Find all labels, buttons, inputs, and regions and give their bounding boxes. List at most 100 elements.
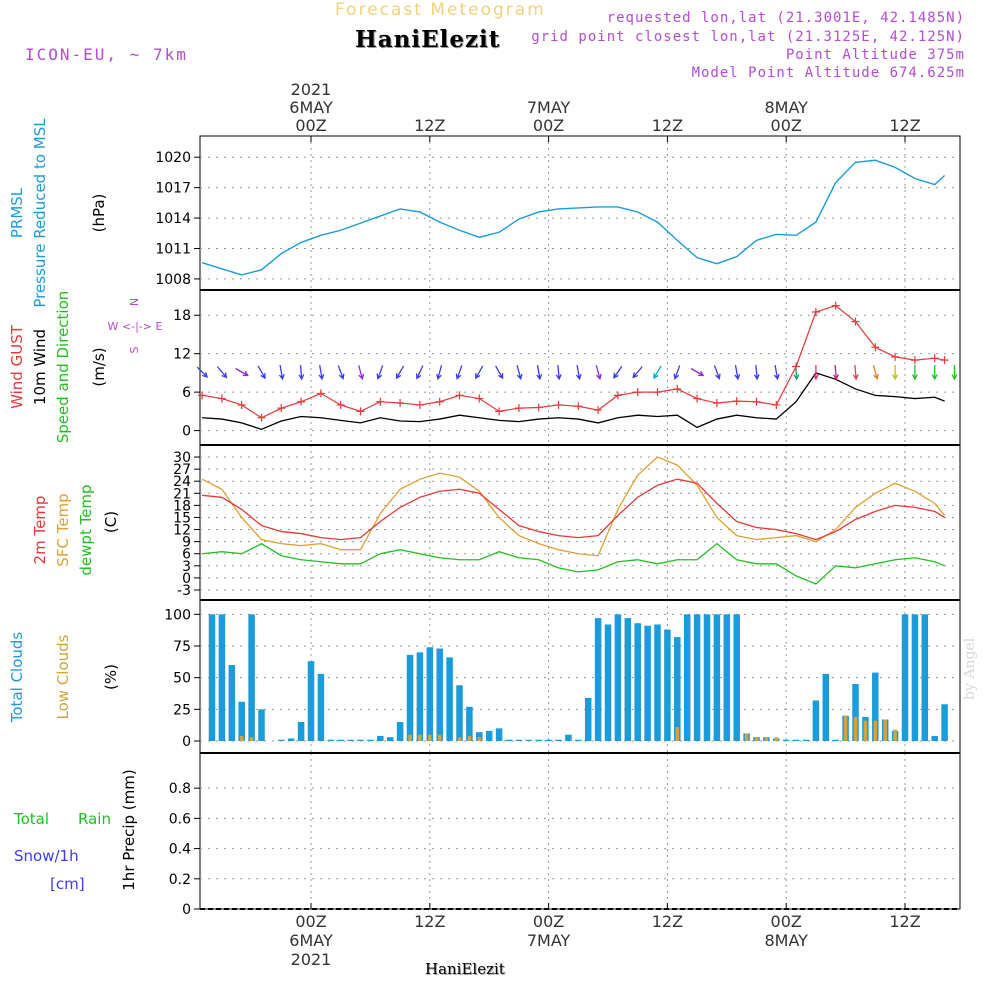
gust-marker: [534, 403, 543, 412]
total-cloud-bar: [337, 739, 344, 741]
gust-marker: [871, 343, 880, 352]
temp-sfc-line: [201, 456, 946, 557]
gust-marker: [851, 317, 860, 326]
total-cloud-bar: [565, 734, 572, 741]
total-cloud-bar: [594, 618, 602, 741]
compass-north: N: [128, 298, 141, 306]
total-cloud-bar: [634, 623, 641, 741]
total-cloud-bar: [367, 739, 374, 741]
temp-2m-label: 2m Temp: [31, 496, 49, 565]
wind-arrow: [278, 364, 285, 381]
gust-marker: [277, 404, 286, 413]
precip-snow-label: Snow/1h: [14, 847, 79, 865]
total-cloud-bar: [624, 618, 632, 741]
total-cloud-bar: [921, 614, 929, 741]
time-label-bottom: 7MAY: [527, 931, 571, 950]
total-cloud-bar: [802, 739, 810, 741]
wind-arrow: [436, 365, 443, 381]
wind-arrow: [852, 364, 859, 381]
wind-10m-line: [202, 372, 945, 431]
ytick-label: 6: [182, 385, 191, 401]
time-label-bottom: 6MAY: [289, 931, 333, 950]
low-cloud-bar: [883, 719, 887, 741]
wind-arrow: [575, 364, 582, 381]
total-cloud-bar: [436, 648, 443, 741]
wind-arrow: [892, 365, 899, 381]
gust-marker: [316, 389, 325, 398]
wind-arrow: [318, 364, 325, 381]
total-cloud-bar: [476, 732, 483, 741]
meteogram-title: Forecast Meteogram: [335, 0, 546, 20]
total-cloud-bar: [357, 739, 364, 741]
ytick-label: 25: [173, 702, 191, 718]
pressure-line: [201, 159, 946, 276]
ytick-label: 0: [182, 424, 191, 440]
gust-marker: [376, 397, 385, 406]
total-cloud-bar: [812, 700, 820, 741]
ytick-label: 1008: [155, 272, 191, 288]
time-label-top: 7MAY: [527, 98, 571, 117]
total-cloud-bar: [228, 665, 236, 741]
gust-marker: [396, 399, 405, 408]
wind-arrow: [911, 365, 918, 381]
total-cloud-bar: [941, 704, 948, 741]
total-cloud-bar: [575, 739, 582, 741]
wind-arrow: [832, 364, 839, 381]
total-cloud-bar: [614, 614, 622, 741]
total-cloud-bar: [693, 614, 701, 741]
watermark: by Angel: [962, 637, 978, 700]
gust-marker: [297, 397, 306, 406]
ytick-label: 18: [173, 498, 191, 514]
low-cloud-bar: [437, 734, 442, 741]
gust-marker: [752, 397, 761, 406]
low-cloud-bar: [863, 720, 868, 741]
gust-marker: [811, 308, 820, 317]
wind-arrow: [216, 366, 228, 379]
total-cloud-bar: [248, 614, 255, 741]
gust-marker: [633, 388, 642, 397]
ytick-label: 21: [173, 486, 191, 502]
total-cloud-bar: [495, 728, 503, 741]
gust-marker: [594, 406, 603, 415]
total-cloud-bar: [426, 647, 434, 741]
gust-marker: [336, 400, 345, 409]
ytick-label: 1017: [155, 181, 191, 197]
ytick-label: 24: [173, 474, 191, 490]
footer-station-name: HaniElezit: [425, 960, 505, 978]
wind-arrow: [595, 365, 602, 381]
ytick-label: 75: [173, 639, 191, 655]
total-cloud-bar: [317, 673, 325, 741]
low-cloud-bar: [754, 737, 759, 741]
wind-arrow: [337, 365, 345, 380]
total-cloud-bar: [674, 637, 681, 741]
total-cloud-bar: [456, 685, 463, 741]
ytick-label: 100: [164, 607, 191, 623]
clouds-unit: (%): [102, 664, 120, 690]
wind-arrow: [793, 364, 800, 381]
temp-unit: (C): [102, 511, 120, 533]
wind-arrow: [235, 367, 249, 377]
ytick-label: 30: [173, 450, 191, 466]
total-cloud-bar: [683, 614, 691, 741]
total-cloud-bar: [901, 614, 909, 741]
compass-west-east: W <-|-> E: [108, 320, 163, 333]
time-label-bottom: 00Z: [295, 912, 326, 931]
time-label-bottom: 00Z: [533, 912, 564, 931]
model-point-altitude: Model Point Altitude 674.625m: [691, 65, 965, 81]
pressure-label-msl: Pressure Reduced to MSL: [31, 118, 49, 308]
total-cloud-bar: [515, 739, 523, 741]
total-cloud-bar: [832, 739, 839, 741]
gust-marker: [910, 356, 919, 365]
low-cloud-bar: [477, 737, 482, 741]
gust-marker: [930, 354, 939, 363]
gust-marker: [891, 352, 900, 361]
total-cloud-bar: [278, 739, 285, 741]
gust-marker: [455, 391, 464, 400]
ytick-label: 15: [173, 510, 191, 526]
time-label-top: 6MAY: [289, 98, 333, 117]
total-cloud-bar: [327, 739, 335, 741]
pressure-label-prmsl: PRMSL: [8, 187, 26, 238]
wind-arrow: [196, 366, 209, 378]
wind-arrow: [812, 365, 819, 381]
